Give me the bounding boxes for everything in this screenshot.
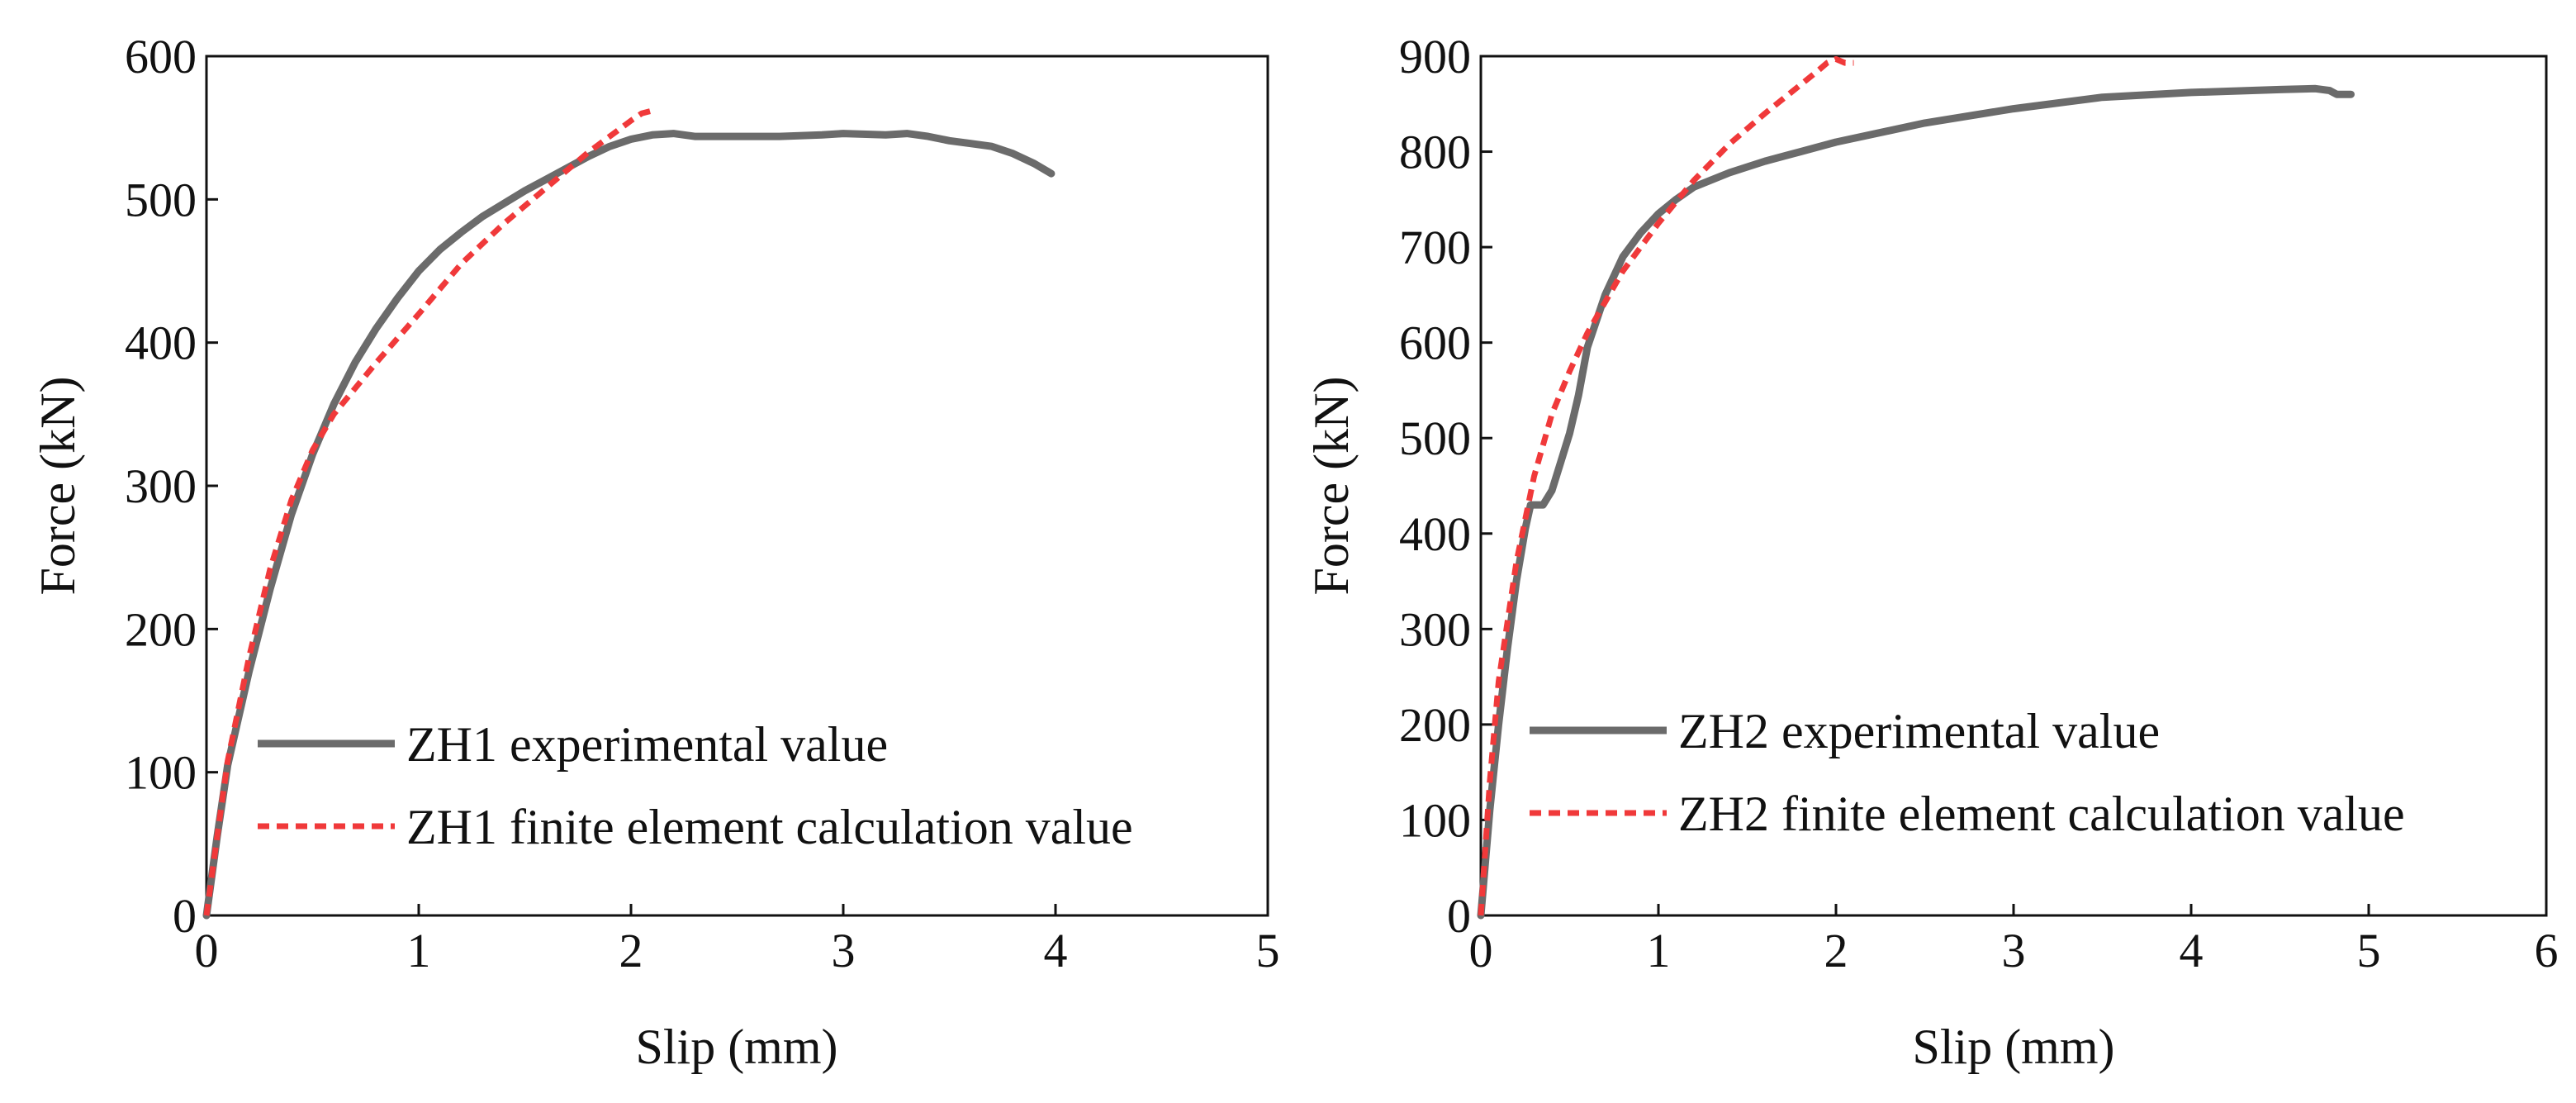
legend-label-finite-element: ZH1 finite element calculation value (406, 800, 1133, 854)
y-tick-label: 400 (125, 316, 197, 370)
series-lines-right (1477, 56, 2355, 920)
y-axis-title-right: Force (kN) (1304, 377, 1359, 596)
y-tick-label: 200 (125, 602, 197, 656)
y-tick-label: 700 (1399, 221, 1471, 274)
legend-label-experimental: ZH2 experimental value (1678, 704, 2160, 758)
y-tick-label: 400 (1399, 507, 1471, 561)
y-tick-label: 200 (1399, 698, 1471, 752)
chart-left: 0 1 2 3 4 5 0 100 200 300 400 500 600 Slip (mm) Forc… (31, 30, 1280, 1074)
axis-ticks-right: 0 1 2 3 4 5 6 0 100 200 300 400 500 600 700 800 900 (1399, 30, 2559, 977)
legend-left: ZH1 experimental value ZH1 finite elemen… (258, 717, 1133, 854)
y-tick-label: 500 (1399, 411, 1471, 465)
y-tick-label: 0 (173, 889, 197, 943)
x-tick-label: 0 (1469, 924, 1493, 977)
axis-ticks-left: 0 1 2 3 4 5 0 100 200 300 400 500 600 (125, 30, 1280, 977)
series-lines-left (202, 107, 1056, 920)
y-tick-label: 100 (1399, 793, 1471, 847)
x-tick-label: 0 (195, 924, 219, 977)
x-tick-label: 6 (2535, 924, 2559, 977)
legend-right: ZH2 experimental value ZH2 finite elemen… (1530, 704, 2405, 841)
y-tick-label: 600 (1399, 316, 1471, 370)
x-tick-label: 2 (1824, 924, 1848, 977)
x-tick-label: 3 (832, 924, 856, 977)
y-axis-title-left: Force (kN) (31, 377, 85, 596)
chart-right: 0 1 2 3 4 5 6 0 100 200 300 400 500 600 700 800 900 Slip… (1304, 30, 2559, 1074)
y-tick-label: 500 (125, 173, 197, 226)
y-tick-label: 300 (125, 459, 197, 513)
x-tick-label: 5 (2357, 924, 2381, 977)
x-tick-label: 1 (407, 924, 431, 977)
x-tick-label: 5 (1256, 924, 1280, 977)
y-tick-label: 100 (125, 746, 197, 800)
plot-frame-left (205, 55, 1269, 917)
x-tick-label: 3 (2002, 924, 2026, 977)
series-line-finite-element (203, 107, 653, 916)
y-tick-label: 800 (1399, 126, 1471, 179)
y-tick-label: 900 (1399, 30, 1471, 83)
x-axis-title-right: Slip (mm) (1912, 1020, 2114, 1074)
x-tick-label: 4 (1044, 924, 1068, 977)
y-tick-label: 0 (1447, 889, 1471, 943)
legend-label-finite-element: ZH2 finite element calculation value (1678, 787, 2405, 841)
y-tick-label: 300 (1399, 602, 1471, 656)
legend-label-experimental: ZH1 experimental value (406, 717, 888, 772)
series-line-experimental (202, 130, 1056, 920)
x-tick-label: 4 (2180, 924, 2204, 977)
x-tick-label: 1 (1647, 924, 1671, 977)
series-line-finite-element (1478, 56, 1854, 916)
y-tick-label: 600 (125, 30, 197, 83)
series-line-experimental (1477, 84, 2355, 920)
x-tick-label: 2 (619, 924, 643, 977)
x-axis-title-left: Slip (mm) (635, 1020, 837, 1074)
